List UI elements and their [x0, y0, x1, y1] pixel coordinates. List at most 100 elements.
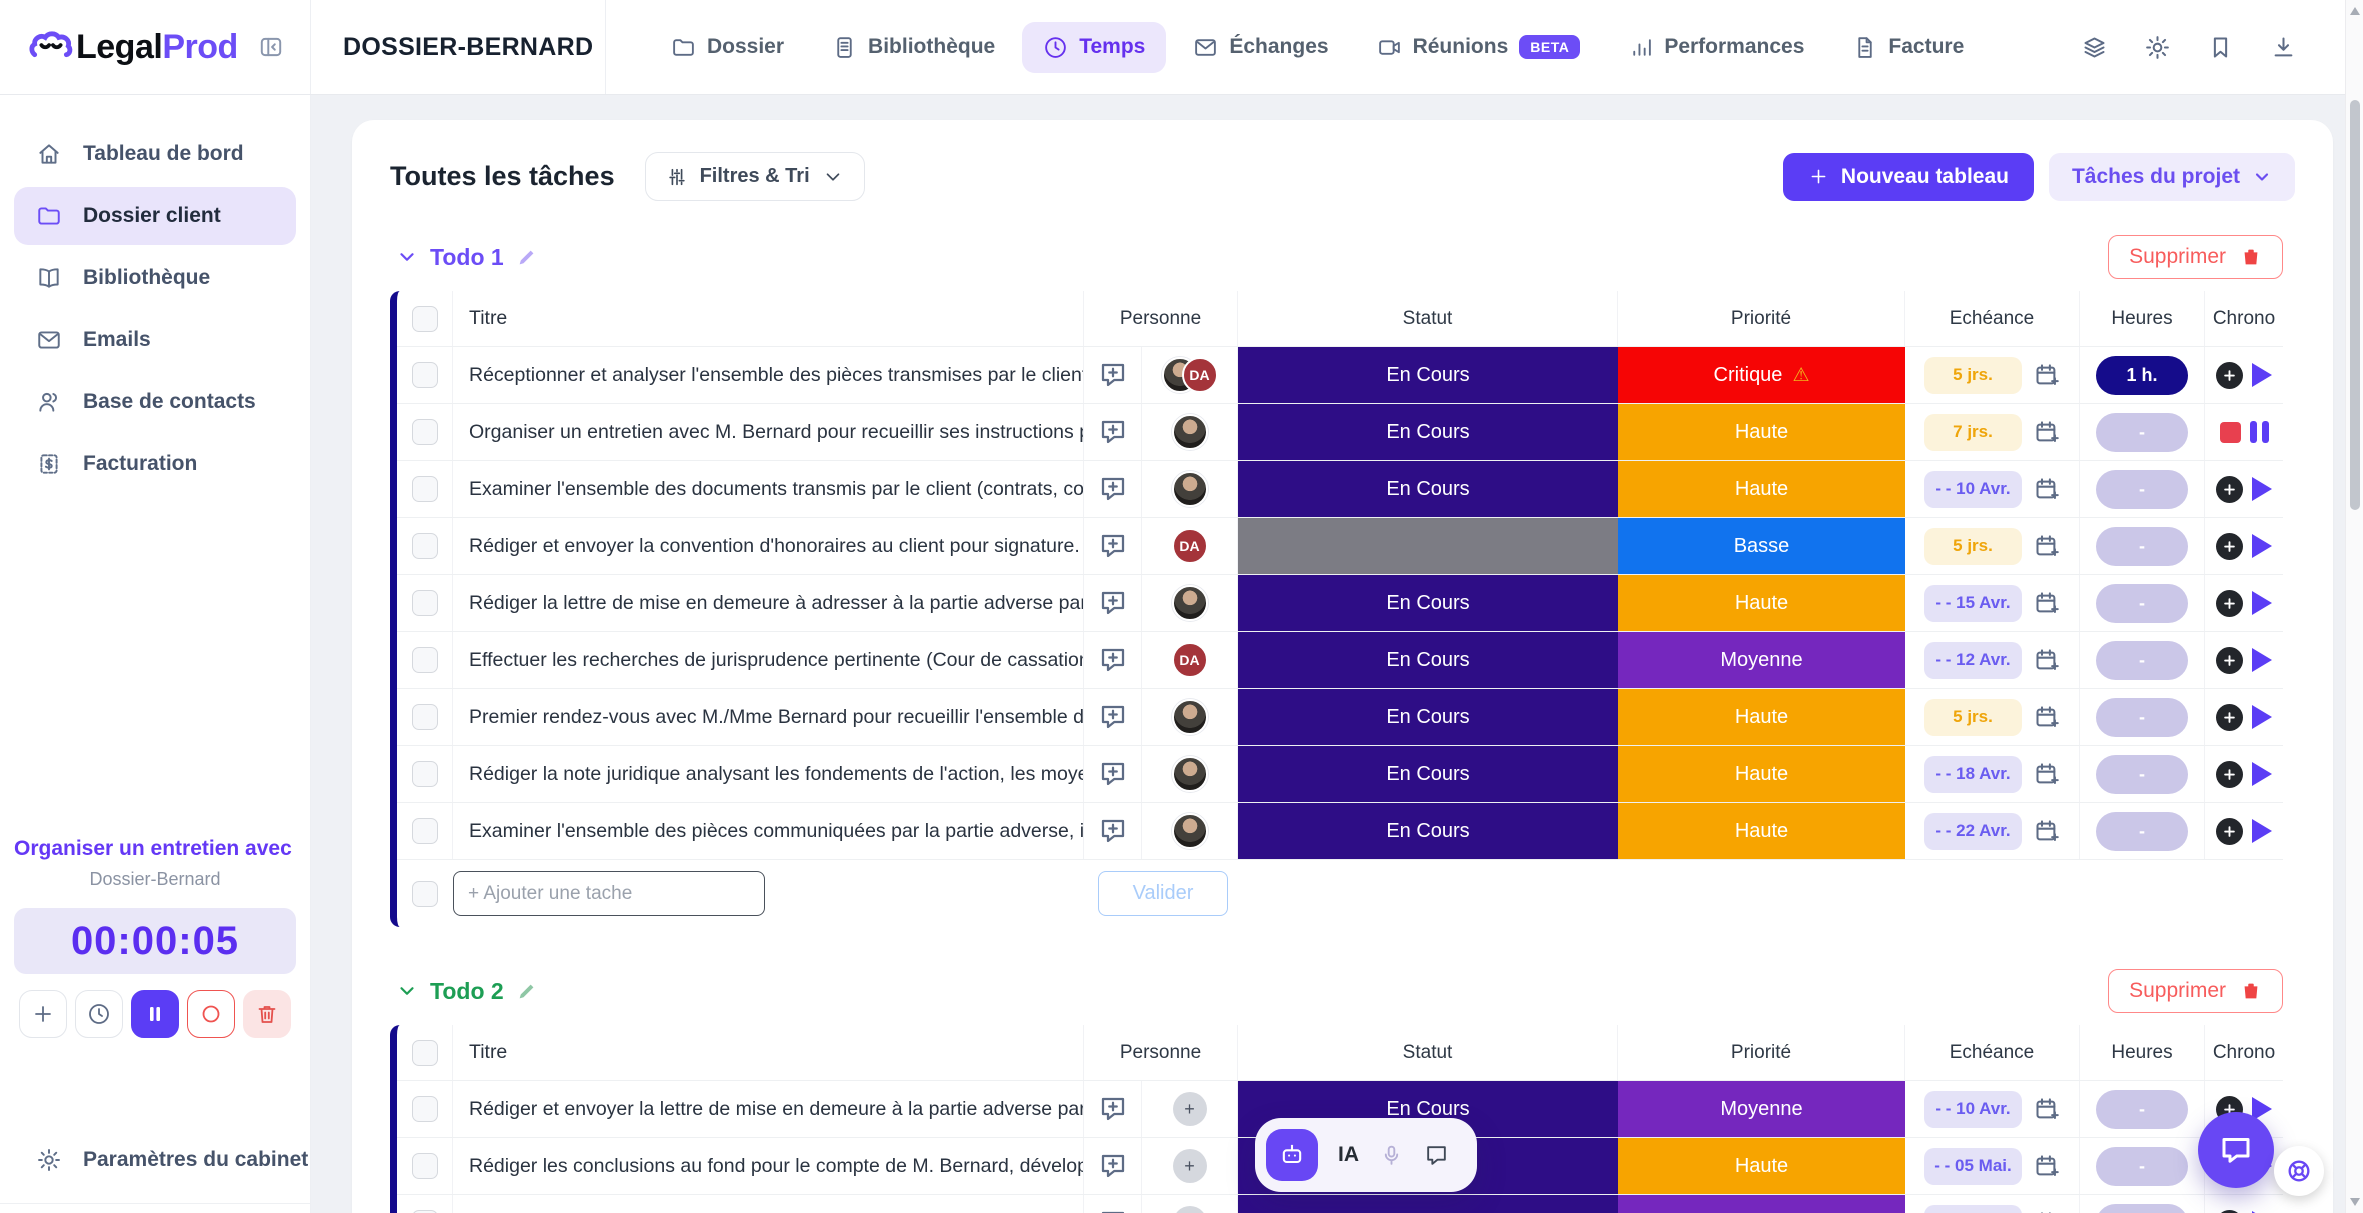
timer-stop-button[interactable] — [187, 990, 235, 1038]
task-title[interactable]: Examiner l'ensemble des documents transm… — [453, 461, 1084, 517]
avatar[interactable] — [1171, 699, 1208, 735]
filters-sort-button[interactable]: Filtres & Tri — [644, 152, 865, 201]
sidebar-item-dossier-client[interactable]: Dossier client — [14, 187, 296, 245]
start-timer-icon[interactable] — [2252, 819, 2272, 843]
scrollbar-thumb[interactable] — [2350, 100, 2360, 510]
add-assignee-button[interactable]: + — [1172, 1149, 1207, 1183]
row-checkbox[interactable] — [411, 704, 438, 730]
select-all-checkbox[interactable] — [411, 305, 438, 332]
chat-bubble-icon[interactable] — [1424, 1143, 1449, 1168]
avatar[interactable] — [1171, 471, 1208, 507]
calendar-add-icon[interactable] — [2033, 1153, 2060, 1180]
add-comment-icon[interactable] — [1098, 588, 1128, 618]
add-comment-icon[interactable] — [1098, 417, 1128, 447]
add-time-icon[interactable] — [2216, 1209, 2243, 1213]
tab-dossier[interactable]: Dossier — [650, 22, 805, 73]
task-title[interactable]: Organiser un entretien avec M. Bernard p… — [453, 404, 1084, 460]
hours-badge[interactable]: - — [2096, 469, 2188, 509]
hours-badge[interactable]: - — [2096, 1203, 2188, 1213]
avatar-initials[interactable]: DA — [1171, 642, 1208, 678]
calendar-add-icon[interactable] — [2033, 1210, 2060, 1213]
calendar-add-icon[interactable] — [2033, 590, 2060, 617]
status-badge[interactable]: En Cours — [1238, 803, 1618, 859]
add-time-icon[interactable] — [2216, 646, 2243, 674]
project-tasks-dropdown[interactable]: Tâches du projet — [2048, 152, 2295, 201]
status-badge[interactable]: En Cours — [1238, 1195, 1618, 1213]
due-badge[interactable]: 5 jrs. — [1924, 698, 2022, 736]
timer-task-link[interactable]: Organiser un entretien avec M. Ber... — [14, 837, 296, 860]
avatar-initials[interactable]: DA — [1171, 528, 1208, 564]
tab-performances[interactable]: Performances — [1607, 22, 1825, 73]
validate-button[interactable]: Valider — [1098, 871, 1228, 916]
due-badge[interactable]: - - 10 Avr. — [1924, 1090, 2022, 1128]
status-badge[interactable]: En Cours — [1238, 632, 1618, 688]
calendar-add-icon[interactable] — [2033, 476, 2060, 503]
add-comment-icon[interactable] — [1098, 816, 1128, 846]
start-timer-icon[interactable] — [2252, 705, 2272, 729]
hours-badge[interactable]: - — [2096, 1146, 2188, 1186]
add-time-icon[interactable] — [2216, 817, 2243, 845]
priority-badge[interactable]: Moyenne — [1618, 1081, 1905, 1137]
hours-badge[interactable]: - — [2096, 811, 2188, 851]
status-badge[interactable]: En Cours — [1238, 746, 1618, 802]
board-title[interactable]: Todo 1 — [430, 243, 504, 270]
calendar-add-icon[interactable] — [2033, 533, 2060, 560]
calendar-add-icon[interactable] — [2033, 419, 2060, 446]
sidebar-item-emails[interactable]: Emails — [14, 311, 296, 369]
add-assignee-button[interactable]: + — [1172, 1092, 1207, 1126]
pause-timer-icon[interactable] — [2249, 421, 2269, 443]
hours-badge[interactable]: - — [2096, 583, 2188, 623]
add-comment-icon[interactable] — [1098, 645, 1128, 675]
status-badge[interactable]: En Cours — [1238, 689, 1618, 745]
task-title[interactable]: Rédiger les conclusions au fond pour le … — [453, 1138, 1084, 1194]
task-title[interactable]: Examiner l'ensemble des pièces communiqu… — [453, 803, 1084, 859]
row-checkbox[interactable] — [411, 1153, 438, 1179]
edit-pencil-icon[interactable] — [516, 980, 538, 1002]
add-time-icon[interactable] — [2216, 703, 2243, 731]
stop-timer-icon[interactable] — [2219, 421, 2241, 443]
avatar[interactable] — [1171, 585, 1208, 621]
hours-badge[interactable]: - — [2096, 697, 2188, 737]
tab-reunions[interactable]: Réunions BETA — [1356, 22, 1602, 73]
task-title[interactable]: Effectuer les recherches de jurisprudenc… — [453, 632, 1084, 688]
priority-badge[interactable]: Critique ⚠ — [1618, 347, 1905, 403]
tab-facture[interactable]: Facture — [1831, 22, 1985, 73]
sidebar-item-parametres[interactable]: Paramètres du cabinet — [36, 1147, 308, 1173]
row-checkbox[interactable] — [411, 419, 438, 445]
due-badge[interactable]: - - 18 Avr. — [1924, 755, 2022, 793]
task-title[interactable]: Rédiger la note juridique analysant les … — [453, 746, 1084, 802]
avatar[interactable] — [1171, 414, 1208, 450]
priority-badge[interactable]: Haute — [1618, 803, 1905, 859]
task-title[interactable]: Premier rendez-vous avec M./Mme Bernard … — [453, 689, 1084, 745]
download-icon[interactable] — [2270, 34, 2297, 61]
gear-icon[interactable] — [2144, 34, 2171, 61]
hours-badge[interactable]: 1 h. — [2096, 355, 2188, 395]
due-badge[interactable]: 5 jrs. — [1924, 527, 2022, 565]
row-checkbox[interactable] — [411, 362, 438, 388]
hours-badge[interactable]: - — [2096, 412, 2188, 452]
sidebar-item-bibliotheque[interactable]: Bibliothèque — [14, 249, 296, 307]
row-checkbox[interactable] — [412, 880, 438, 907]
row-checkbox[interactable] — [411, 647, 438, 673]
sidebar-item-tableau-de-bord[interactable]: Tableau de bord — [14, 125, 296, 183]
status-badge[interactable]: En Cours — [1238, 347, 1618, 403]
due-badge[interactable]: - - 10 Avr. — [1924, 470, 2022, 508]
row-checkbox[interactable] — [411, 476, 438, 502]
row-checkbox[interactable] — [411, 533, 438, 559]
chevron-down-icon[interactable] — [396, 980, 418, 1002]
status-badge[interactable] — [1238, 518, 1618, 574]
hours-badge[interactable]: - — [2096, 1089, 2188, 1129]
task-title[interactable]: Réceptionner et analyser l'ensemble des … — [453, 347, 1084, 403]
priority-badge[interactable]: Haute — [1618, 461, 1905, 517]
task-title[interactable]: Rédiger et envoyer la lettre de mise en … — [453, 1081, 1084, 1137]
row-checkbox[interactable] — [411, 818, 438, 844]
start-timer-icon[interactable] — [2252, 1211, 2272, 1213]
avatar[interactable] — [1171, 756, 1208, 792]
calendar-add-icon[interactable] — [2033, 647, 2060, 674]
chevron-down-icon[interactable] — [396, 246, 418, 268]
row-checkbox[interactable] — [411, 1096, 438, 1122]
timer-pause-button[interactable] — [131, 990, 179, 1038]
delete-board-button[interactable]: Supprimer — [2108, 969, 2283, 1013]
start-timer-icon[interactable] — [2252, 648, 2272, 672]
calendar-add-icon[interactable] — [2033, 362, 2060, 389]
